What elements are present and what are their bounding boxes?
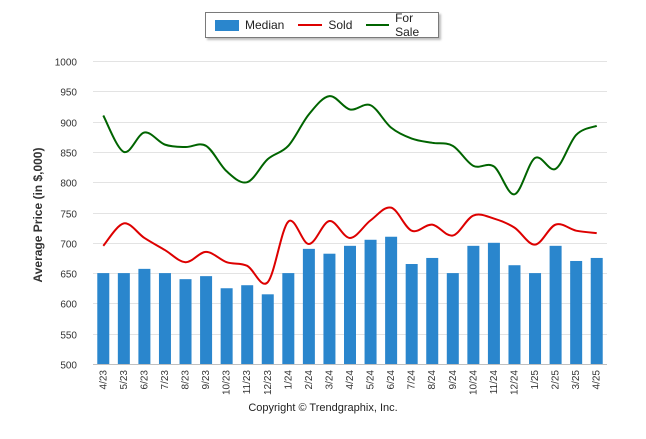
x-tick-label: 11/23 xyxy=(242,370,253,395)
bar-median xyxy=(405,264,418,364)
bar-median xyxy=(220,288,233,364)
y-tick-label: 600 xyxy=(60,300,77,311)
bar-median xyxy=(241,285,254,364)
x-tick-label: 12/23 xyxy=(263,370,274,395)
x-tick-label: 9/23 xyxy=(201,370,212,390)
axes: 500 550 600 650 700 750 800 850 900 950 1000 4/23 5/… xyxy=(55,58,607,395)
x-tick-label: 8/24 xyxy=(427,370,438,390)
x-tick-label: 7/24 xyxy=(407,370,418,390)
bar-median xyxy=(446,273,459,364)
legend-swatch-for-sale xyxy=(366,24,390,26)
legend: Median Sold For Sale xyxy=(205,11,439,39)
y-tick-label: 950 xyxy=(60,88,77,99)
x-tick-label: 1/24 xyxy=(283,370,294,390)
bar-median xyxy=(323,253,336,364)
bar-median xyxy=(261,294,274,364)
y-tick-label: 750 xyxy=(60,210,77,221)
y-axis-label: Average Price (in $,000) xyxy=(31,148,45,283)
line-series xyxy=(102,95,598,285)
x-tick-label: 3/25 xyxy=(571,370,582,390)
bar-median xyxy=(426,257,439,364)
bar-median xyxy=(97,273,110,364)
bar-median xyxy=(385,236,398,364)
x-tick-label: 9/24 xyxy=(448,370,459,390)
grid xyxy=(93,61,607,335)
y-tick-label: 1000 xyxy=(55,58,78,69)
x-tick-label: 6/23 xyxy=(139,370,150,390)
x-tick-label: 3/24 xyxy=(324,370,335,390)
bar-median xyxy=(179,279,192,364)
bar-median xyxy=(138,268,151,364)
legend-swatch-sold xyxy=(298,24,323,26)
legend-swatch-median xyxy=(215,19,239,31)
bar-median xyxy=(302,248,315,364)
x-tick-label: 2/25 xyxy=(551,370,562,390)
x-tick-label: 11/24 xyxy=(489,370,500,395)
bar-median xyxy=(117,273,130,364)
x-tick-label: 4/24 xyxy=(345,370,356,390)
copyright-text: Copyright © Trendgraphix, Inc. xyxy=(248,402,398,414)
line-sold xyxy=(102,206,597,285)
y-tick-label: 900 xyxy=(60,119,77,130)
line-for-sale xyxy=(102,95,598,196)
bar-median xyxy=(467,245,480,364)
bar-median xyxy=(158,273,171,364)
legend-item-median: Median xyxy=(215,18,284,32)
x-tick-label: 12/24 xyxy=(509,370,520,395)
bar-median xyxy=(508,265,521,364)
y-tick-label: 850 xyxy=(60,149,77,160)
bar-median xyxy=(364,239,377,364)
x-tick-label: 4/23 xyxy=(98,370,109,390)
x-tick-label: 6/24 xyxy=(386,370,397,390)
x-tick-label: 10/24 xyxy=(468,370,479,395)
y-tick-label: 650 xyxy=(60,270,77,281)
y-tick-label: 500 xyxy=(60,361,77,372)
x-tick-label: 7/23 xyxy=(160,370,171,390)
legend-label-median: Median xyxy=(245,18,285,32)
bar-median xyxy=(549,245,562,364)
y-tick-label: 800 xyxy=(60,179,77,190)
bar-median xyxy=(282,273,295,364)
legend-label-sold: Sold xyxy=(328,18,353,32)
bar-median xyxy=(590,257,603,364)
bar-median xyxy=(529,273,542,364)
x-tick-label: 1/25 xyxy=(530,370,541,390)
x-tick-label: 5/23 xyxy=(119,370,130,390)
legend-label-for-sale: For Sale xyxy=(395,11,420,39)
x-tick-label: 4/25 xyxy=(592,370,603,390)
bar-median xyxy=(570,260,583,364)
x-tick-label: 10/23 xyxy=(222,370,233,395)
x-tick-label: 8/23 xyxy=(181,370,192,390)
bar-median xyxy=(344,245,356,364)
legend-item-for-sale: For Sale xyxy=(366,11,438,39)
x-tick-label: 2/24 xyxy=(304,370,315,390)
y-tick-label: 550 xyxy=(60,331,77,342)
bar-series xyxy=(97,236,603,364)
bar-median xyxy=(487,242,500,364)
bar-median xyxy=(200,276,213,364)
y-tick-label: 700 xyxy=(60,240,77,251)
x-tick-label: 5/24 xyxy=(366,370,377,390)
legend-item-sold: Sold xyxy=(298,18,352,32)
